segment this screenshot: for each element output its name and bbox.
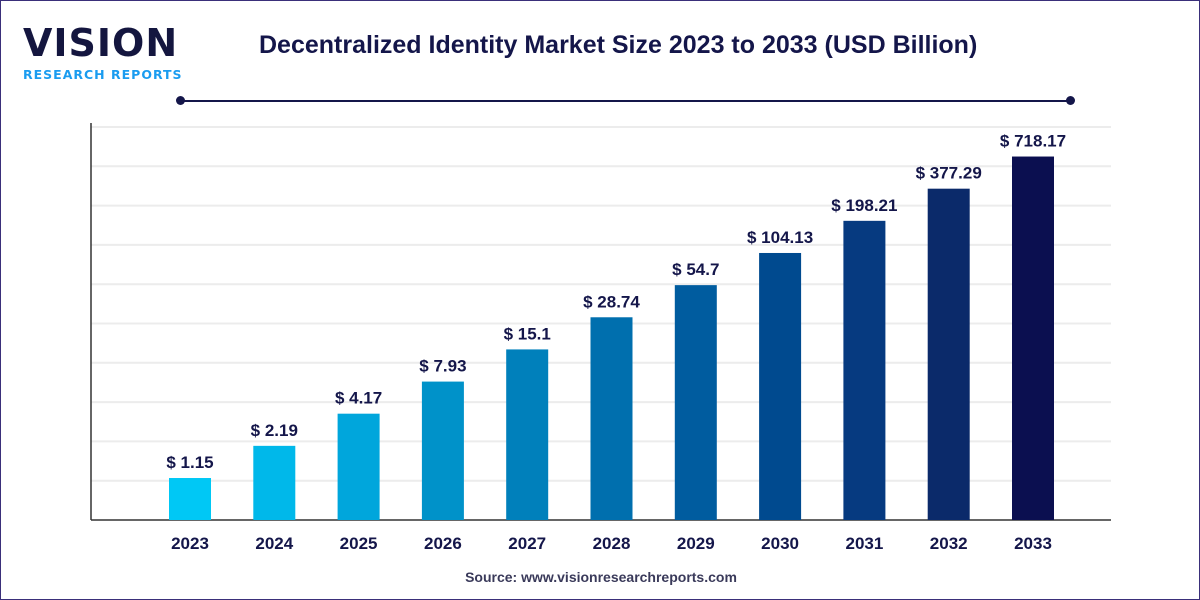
bar-2024 [253, 445, 296, 520]
x-tick-label-2030: 2030 [761, 534, 799, 553]
data-label-2030: $ 104.13 [747, 228, 813, 247]
x-tick-label-2027: 2027 [508, 534, 546, 553]
divider-dot-left [176, 96, 185, 105]
bar-2031 [843, 220, 886, 520]
logo-sub-text: RESEARCH REPORTS [23, 67, 183, 82]
x-tick-label-2024: 2024 [255, 534, 293, 553]
x-tick-label-2033: 2033 [1014, 534, 1052, 553]
bar-2029 [674, 285, 717, 520]
data-label-2031: $ 198.21 [831, 196, 897, 215]
data-label-2025: $ 4.17 [335, 389, 382, 408]
bar-2028 [590, 317, 633, 520]
bar-2026 [421, 381, 464, 520]
x-tick-label-2032: 2032 [930, 534, 968, 553]
bar-2027 [506, 349, 549, 520]
bar-2030 [759, 252, 802, 521]
data-label-2028: $ 28.74 [583, 292, 640, 311]
title-divider [181, 100, 1071, 102]
x-tick-label-2025: 2025 [340, 534, 378, 553]
data-label-2033: $ 718.17 [1000, 132, 1066, 151]
data-label-2029: $ 54.7 [672, 260, 719, 279]
chart-title: Decentralized Identity Market Size 2023 … [259, 31, 978, 59]
source-note: Source: www.visionresearchreports.com [465, 569, 737, 585]
data-label-2027: $ 15.1 [504, 324, 551, 343]
logo: VISION RESEARCH REPORTS [23, 23, 183, 82]
logo-main-text: VISION [23, 21, 179, 65]
bar-2025 [337, 413, 380, 520]
x-tick-label-2028: 2028 [593, 534, 631, 553]
x-tick-label-2029: 2029 [677, 534, 715, 553]
data-label-2023: $ 1.15 [166, 453, 213, 472]
bar-2033 [1012, 156, 1054, 520]
data-label-2024: $ 2.19 [251, 421, 298, 440]
data-label-2026: $ 7.93 [419, 357, 466, 376]
x-tick-label-2031: 2031 [845, 534, 883, 553]
data-label-2032: $ 377.29 [916, 164, 982, 183]
divider-dot-right [1066, 96, 1075, 105]
bar-2032 [927, 188, 970, 520]
x-tick-label-2023: 2023 [171, 534, 209, 553]
x-tick-label-2026: 2026 [424, 534, 462, 553]
bar-2023 [169, 478, 211, 520]
